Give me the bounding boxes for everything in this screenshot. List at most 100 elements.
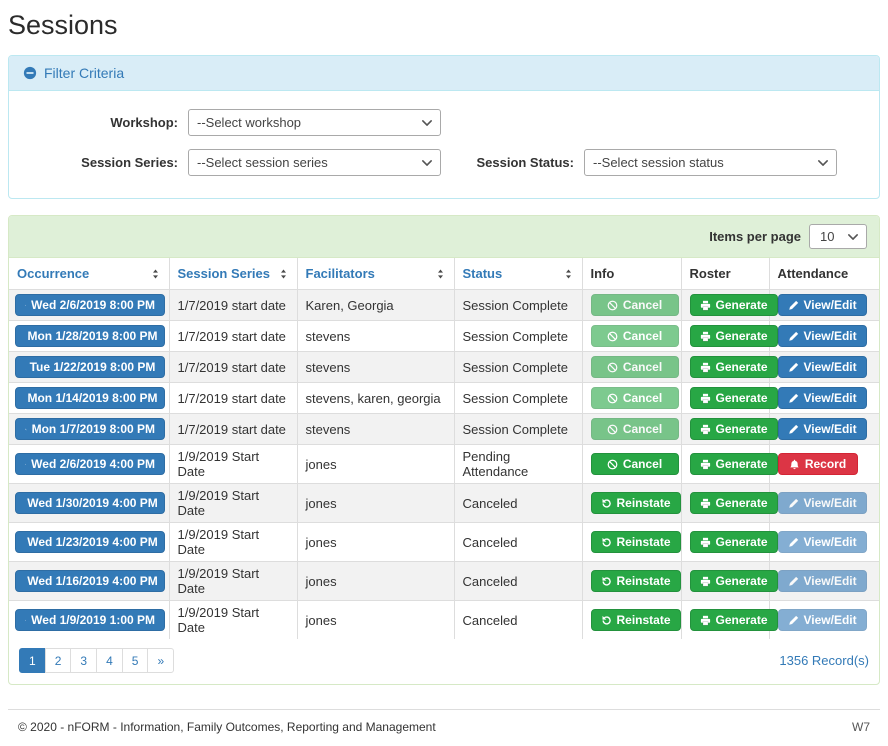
info-action-button[interactable]: Reinstate — [591, 492, 681, 514]
occurrence-button[interactable]: Mon 1/28/2019 8:00 PM — [15, 325, 165, 347]
occurrence-button[interactable]: Wed 1/23/2019 4:00 PM — [15, 531, 165, 553]
status-cell: Canceled — [454, 484, 582, 523]
roster-generate-button[interactable]: Generate — [690, 609, 778, 631]
facilitators-cell: stevens, karen, georgia — [297, 383, 454, 414]
roster-generate-button[interactable]: Generate — [690, 294, 778, 316]
info-action-button[interactable]: Cancel — [591, 325, 679, 347]
roster-generate-button[interactable]: Generate — [690, 418, 778, 440]
roster-cell: Generate — [681, 352, 769, 383]
sort-icon[interactable] — [435, 268, 446, 280]
roster-generate-button[interactable]: Generate — [690, 356, 778, 378]
pagination-page-5[interactable]: 5 — [122, 648, 149, 673]
info-action-button[interactable]: Cancel — [591, 294, 679, 316]
column-label[interactable]: Occurrence — [17, 266, 89, 281]
print-icon — [700, 300, 711, 311]
column-label[interactable]: Status — [463, 266, 503, 281]
undo-icon — [601, 576, 612, 587]
roster-generate-button[interactable]: Generate — [690, 570, 778, 592]
workshop-select[interactable]: --Select workshop — [188, 109, 441, 136]
attendance-action-button[interactable]: View/Edit — [778, 609, 867, 631]
button-label: Mon 1/28/2019 8:00 PM — [27, 329, 157, 343]
occurrence-button[interactable]: Wed 1/9/2019 1:00 PM — [15, 609, 165, 631]
button-label: Generate — [716, 391, 768, 405]
print-icon — [700, 576, 711, 587]
sort-icon[interactable] — [150, 268, 161, 280]
roster-generate-button[interactable]: Generate — [690, 325, 778, 347]
roster-generate-button[interactable]: Generate — [690, 387, 778, 409]
pagination-page-2[interactable]: 2 — [45, 648, 72, 673]
column-label[interactable]: Facilitators — [306, 266, 375, 281]
button-label: Wed 2/6/2019 8:00 PM — [31, 298, 155, 312]
sessions-table: Occurrence Session Series Facilitators Stat… — [9, 258, 879, 639]
column-label[interactable]: Session Series — [178, 266, 271, 281]
sort-icon[interactable] — [563, 268, 574, 280]
attendance-action-button[interactable]: View/Edit — [778, 294, 867, 316]
button-label: View/Edit — [804, 496, 857, 510]
pagination-page-1[interactable]: 1 — [19, 648, 46, 673]
print-icon — [700, 362, 711, 373]
roster-generate-button[interactable]: Generate — [690, 453, 778, 475]
attendance-action-button[interactable]: View/Edit — [778, 531, 867, 553]
attendance-action-button[interactable]: View/Edit — [778, 418, 867, 440]
button-label: Wed 1/16/2019 4:00 PM — [27, 574, 158, 588]
occurrence-button[interactable]: Wed 1/16/2019 4:00 PM — [15, 570, 165, 592]
sort-icon[interactable] — [278, 268, 289, 280]
column-header-status[interactable]: Status — [454, 258, 582, 290]
button-label: Cancel — [623, 360, 662, 374]
roster-generate-button[interactable]: Generate — [690, 531, 778, 553]
pagination-page-3[interactable]: 3 — [70, 648, 97, 673]
info-action-button[interactable]: Cancel — [591, 387, 679, 409]
button-label: Tue 1/22/2019 8:00 PM — [30, 360, 156, 374]
occurrence-button[interactable]: Wed 2/6/2019 4:00 PM — [15, 453, 165, 475]
pencil-icon — [788, 424, 799, 435]
pencil-icon — [788, 331, 799, 342]
filter-criteria-panel: Filter Criteria Workshop: --Select works… — [8, 55, 880, 199]
pagination-page-4[interactable]: 4 — [96, 648, 123, 673]
roster-generate-button[interactable]: Generate — [690, 492, 778, 514]
button-label: View/Edit — [804, 391, 857, 405]
session-series-select[interactable]: --Select session series — [188, 149, 441, 176]
pagination-next[interactable]: » — [147, 648, 174, 673]
undo-icon — [601, 498, 612, 509]
column-header-occurrence[interactable]: Occurrence — [9, 258, 169, 290]
attendance-cell: View/Edit — [769, 562, 879, 601]
pencil-icon — [788, 615, 799, 626]
attendance-action-button[interactable]: View/Edit — [778, 570, 867, 592]
info-action-button[interactable]: Cancel — [591, 453, 679, 475]
occurrence-button[interactable]: Mon 1/14/2019 8:00 PM — [15, 387, 165, 409]
attendance-action-button[interactable]: View/Edit — [778, 492, 867, 514]
attendance-action-button[interactable]: View/Edit — [778, 356, 867, 378]
info-action-button[interactable]: Reinstate — [591, 531, 681, 553]
column-header-session-series[interactable]: Session Series — [169, 258, 297, 290]
button-label: Wed 1/23/2019 4:00 PM — [27, 535, 158, 549]
occurrence-button[interactable]: Wed 2/6/2019 8:00 PM — [15, 294, 165, 316]
info-action-button[interactable]: Cancel — [591, 356, 679, 378]
attendance-action-button[interactable]: Record — [778, 453, 858, 475]
filter-criteria-header[interactable]: Filter Criteria — [9, 56, 879, 91]
record-count: 1356 Record(s) — [779, 653, 869, 668]
info-action-button[interactable]: Cancel — [591, 418, 679, 440]
column-header-facilitators[interactable]: Facilitators — [297, 258, 454, 290]
info-action-button[interactable]: Reinstate — [591, 570, 681, 592]
occurrence-button[interactable]: Wed 1/30/2019 4:00 PM — [15, 492, 165, 514]
session-status-select[interactable]: --Select session status — [584, 149, 837, 176]
facilitators-cell: stevens — [297, 321, 454, 352]
button-label: Reinstate — [617, 496, 671, 510]
occurrence-button[interactable]: Tue 1/22/2019 8:00 PM — [15, 356, 165, 378]
pencil-icon — [788, 300, 799, 311]
pencil-icon — [788, 576, 799, 587]
occurrence-button[interactable]: Mon 1/7/2019 8:00 PM — [15, 418, 165, 440]
ban-icon — [607, 424, 618, 435]
attendance-action-button[interactable]: View/Edit — [778, 325, 867, 347]
attendance-action-button[interactable]: View/Edit — [778, 387, 867, 409]
search-icon — [25, 615, 26, 626]
info-action-button[interactable]: Reinstate — [591, 609, 681, 631]
items-per-page-select[interactable]: 10 — [809, 224, 867, 249]
